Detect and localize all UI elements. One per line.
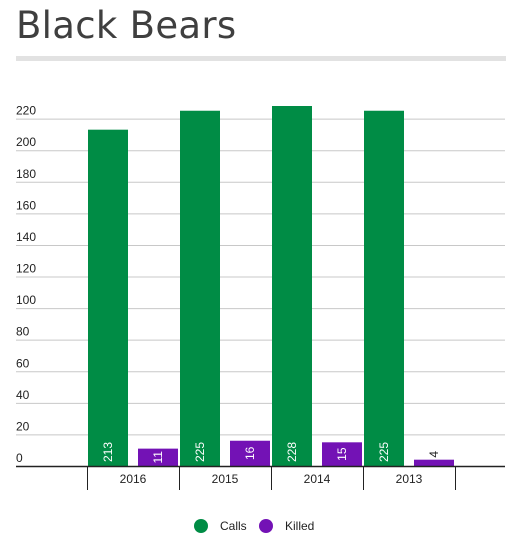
bar-calls [180, 110, 220, 466]
data-label-killed: 11 [151, 451, 165, 464]
y-tick-label: 160 [16, 198, 36, 212]
bar-killed [414, 459, 454, 466]
y-tick-label: 120 [16, 262, 36, 276]
y-tick-label: 0 [16, 451, 23, 465]
x-tick-label: 2016 [120, 472, 147, 486]
y-tick-label: 60 [16, 356, 30, 370]
bar-calls [272, 106, 312, 466]
data-label-calls: 225 [377, 442, 391, 462]
data-label-calls: 225 [193, 442, 207, 462]
bar-calls [364, 110, 404, 466]
y-tick-label: 80 [16, 325, 30, 339]
y-tick-label: 200 [16, 135, 36, 149]
legend-label-killed: Killed [285, 519, 314, 533]
y-tick-label: 20 [16, 419, 30, 433]
bar-killed [138, 448, 178, 466]
bar-killed [322, 442, 362, 466]
data-label-killed: 15 [335, 447, 349, 461]
bar-calls [88, 129, 128, 466]
legend-swatch-calls [194, 519, 208, 533]
x-tick-label: 2015 [212, 472, 239, 486]
data-label-killed: 4 [427, 451, 441, 458]
y-tick-label: 220 [16, 104, 36, 118]
x-tick-label: 2014 [304, 472, 331, 486]
legend-label-calls: Calls [220, 519, 247, 533]
bar-killed [230, 440, 270, 466]
y-tick-label: 40 [16, 388, 30, 402]
data-label-calls: 213 [101, 442, 115, 462]
data-label-killed: 16 [243, 446, 257, 460]
y-tick-label: 180 [16, 167, 36, 181]
y-tick-label: 140 [16, 230, 36, 244]
legend-swatch-killed [259, 519, 273, 533]
title-divider [16, 56, 506, 61]
chart-title: Black Bears [16, 4, 237, 47]
y-tick-label: 100 [16, 293, 36, 307]
x-tick-label: 2013 [396, 472, 423, 486]
data-label-calls: 228 [285, 442, 299, 462]
